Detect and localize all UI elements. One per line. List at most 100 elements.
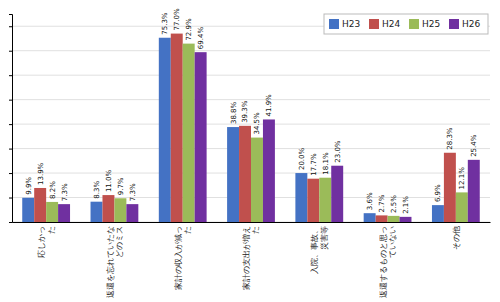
y-tick-mark	[9, 75, 12, 76]
bar	[388, 216, 400, 222]
series-bars	[58, 52, 480, 222]
y-tick	[9, 75, 12, 76]
data-label: 13.9%	[37, 162, 45, 185]
data-label: 28.3%	[446, 127, 454, 150]
legend-item: H24	[369, 19, 400, 29]
y-tick-mark	[9, 173, 12, 174]
y-tick-mark	[9, 198, 12, 199]
plot: 応しかった返還を忘れていたなどのミス家計の収入が減った家計の支出が増えた入院、事…	[9, 8, 491, 298]
bar	[376, 215, 388, 222]
y-tick	[9, 149, 12, 150]
data-label: 9.9%	[25, 177, 33, 195]
y-tick-mark	[9, 124, 12, 125]
bar	[91, 202, 103, 222]
series-bars	[22, 38, 444, 222]
bar	[295, 173, 307, 222]
data-label: 3.6%	[366, 192, 374, 210]
bar	[239, 126, 251, 222]
legend-swatch	[409, 19, 419, 29]
x-tick: 応しかった	[37, 226, 55, 258]
chart-svg: 応しかった返還を忘れていたなどのミス家計の収入が減った家計の支出が増えた入院、事…	[0, 0, 500, 302]
x-tick-label-line: 災害等	[320, 226, 329, 250]
y-axis	[9, 15, 13, 223]
bar	[46, 202, 58, 222]
x-tick: 返還を忘れていたなどのミス	[106, 226, 124, 298]
data-label: 38.8%	[230, 101, 238, 124]
x-tick-label: その他	[452, 226, 461, 250]
x-tick: 家計の収入が減った	[174, 226, 192, 290]
grid	[12, 26, 490, 222]
x-tick-label-line: ていない	[388, 226, 397, 258]
bar	[183, 44, 195, 222]
y-tick	[9, 198, 12, 199]
legend-item: H26	[449, 19, 480, 29]
bar	[195, 52, 207, 222]
x-tick-label-line: 応しかっ	[37, 226, 46, 258]
bar	[263, 119, 275, 222]
y-tick	[9, 51, 12, 52]
legend-label: H25	[422, 19, 440, 29]
y-tick-mark	[9, 100, 12, 101]
x-tick-label-line: 返還するものと思っ	[379, 226, 388, 298]
x-tick-label-line: 返還を忘れていたな	[106, 226, 115, 298]
x-tick-label: 家計の支出が増えた	[242, 226, 260, 290]
bar	[444, 153, 456, 222]
bar	[364, 213, 376, 222]
data-label: 7.3%	[61, 183, 69, 201]
bar	[22, 198, 34, 222]
legend-swatch	[329, 19, 339, 29]
x-tick-label-line: 家計の収入が減っ	[174, 226, 183, 290]
x-tick-label-line: た	[251, 226, 260, 234]
bar	[307, 179, 319, 222]
legend-box	[324, 14, 488, 34]
data-labels: 9.9%8.3%75.3%38.8%20.0%3.6%6.9%13.9%11.0…	[25, 8, 479, 214]
bar	[58, 204, 70, 222]
bars	[22, 34, 480, 222]
data-label: 2.7%	[378, 194, 386, 212]
legend-label: H23	[342, 19, 360, 29]
y-tick	[9, 222, 12, 223]
x-tick-label: 応しかった	[37, 226, 55, 258]
x-tick-label-line: た	[47, 226, 56, 234]
bar	[114, 198, 126, 222]
chart-container: 応しかった返還を忘れていたなどのミス家計の収入が減った家計の支出が増えた入院、事…	[0, 0, 500, 302]
data-label: 18.1%	[322, 152, 330, 175]
bar	[102, 195, 114, 222]
data-label: 7.3%	[129, 183, 137, 201]
data-label: 17.7%	[310, 153, 318, 176]
data-label: 25.4%	[470, 134, 478, 157]
bar	[432, 205, 444, 222]
data-label: 6.9%	[434, 184, 442, 202]
x-tick: 家計の支出が増えた	[242, 226, 260, 290]
series-bars	[34, 34, 456, 222]
series-bars	[46, 44, 468, 222]
grid-line	[12, 99, 490, 100]
legend-item: H25	[409, 19, 440, 29]
grid-line	[12, 75, 490, 76]
bar	[227, 127, 239, 222]
data-label: 34.5%	[253, 112, 261, 135]
data-label: 69.4%	[197, 27, 205, 50]
legend-label: H26	[462, 19, 480, 29]
data-label: 11.0%	[105, 169, 113, 192]
legend-swatch	[369, 19, 379, 29]
data-label: 23.0%	[334, 140, 342, 163]
legend-label: H24	[382, 19, 400, 29]
bar	[159, 38, 171, 222]
x-tick-label-line: 家計の支出が増え	[242, 226, 251, 290]
x-tick: 返還するものと思っていない	[379, 226, 397, 298]
x-tick-label-line: 入院、事故、	[310, 226, 319, 274]
bar	[251, 138, 263, 222]
x-tick-label: 返還するものと思っていない	[379, 226, 397, 298]
data-label: 20.0%	[298, 147, 306, 170]
data-label: 41.9%	[265, 94, 273, 117]
legend-item: H23	[329, 19, 360, 29]
y-tick-mark	[9, 26, 12, 27]
data-label: 72.9%	[185, 18, 193, 41]
bar	[456, 192, 468, 222]
y-tick	[9, 26, 12, 27]
bar	[468, 160, 480, 222]
x-tick-label: 返還を忘れていたなどのミス	[106, 226, 124, 298]
x-tick-label: 家計の収入が減った	[174, 226, 192, 290]
data-label: 8.2%	[49, 181, 57, 199]
